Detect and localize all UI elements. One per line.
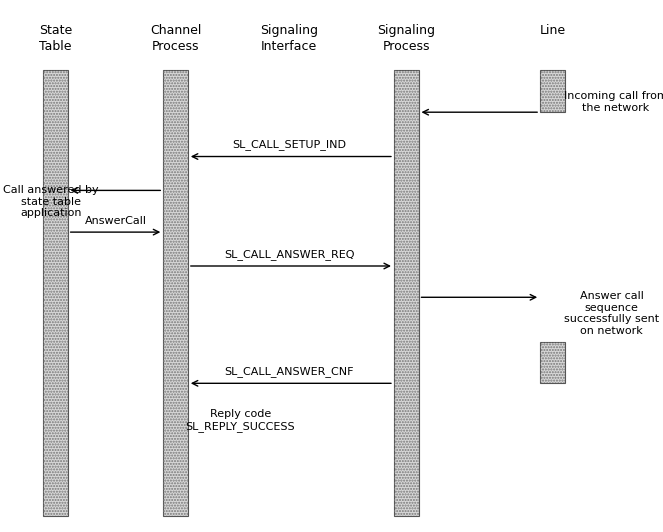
Text: Line: Line: [539, 23, 566, 37]
Text: SL_CALL_SETUP_IND: SL_CALL_SETUP_IND: [232, 139, 346, 150]
Bar: [540, 71, 565, 112]
Bar: [394, 71, 418, 516]
Text: SL_CALL_ANSWER_REQ: SL_CALL_ANSWER_REQ: [224, 249, 355, 260]
Text: Call answered by
state table
application: Call answered by state table application: [3, 185, 99, 219]
Text: Channel
Process: Channel Process: [150, 23, 202, 53]
Bar: [540, 342, 565, 383]
Text: AnswerCall: AnswerCall: [85, 216, 147, 226]
Text: Answer call
sequence
successfully sent
on network: Answer call sequence successfully sent o…: [564, 291, 659, 336]
Text: Incoming call from
the network: Incoming call from the network: [564, 92, 663, 113]
Text: Signaling
Process: Signaling Process: [377, 23, 435, 53]
Bar: [163, 71, 188, 516]
Text: SL_CALL_ANSWER_CNF: SL_CALL_ANSWER_CNF: [225, 366, 354, 377]
Bar: [394, 71, 418, 516]
Bar: [43, 71, 68, 516]
Bar: [163, 71, 188, 516]
Bar: [540, 342, 565, 383]
Bar: [540, 71, 565, 112]
Bar: [43, 71, 68, 516]
Text: State
Table: State Table: [38, 23, 72, 53]
Text: Signaling
Interface: Signaling Interface: [261, 23, 318, 53]
Text: Reply code
SL_REPLY_SUCCESS: Reply code SL_REPLY_SUCCESS: [186, 410, 295, 432]
